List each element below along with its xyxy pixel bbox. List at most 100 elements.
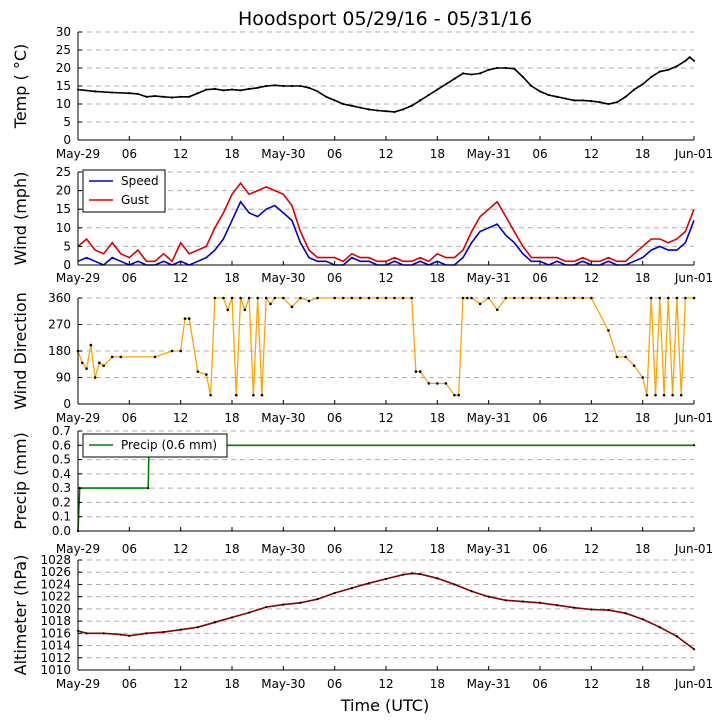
data-point — [256, 86, 259, 89]
data-point — [573, 99, 576, 102]
x-tick-label: 06 — [122, 271, 137, 285]
x-tick-label: 12 — [378, 677, 393, 691]
data-point — [461, 72, 465, 75]
direction-point — [269, 302, 272, 306]
direction-point — [110, 355, 114, 359]
direction-point — [213, 296, 217, 300]
direction-point — [350, 296, 354, 300]
y-tick-label: 10 — [56, 97, 71, 111]
direction-point — [547, 296, 550, 300]
direction-point — [607, 329, 610, 332]
x-tick-label: May-30 — [261, 542, 305, 556]
direction-point — [478, 302, 482, 306]
y-tick-label: 0.3 — [52, 481, 71, 495]
direction-point — [222, 296, 225, 300]
direction-point — [333, 296, 336, 300]
wind-speed-panel: 0 5 10 15 20 25 May-29 06 12 18 May-30 06 12 18 May-31… — [11, 165, 713, 285]
y-tick-label: 0.7 — [52, 424, 71, 438]
y-tick-label: 1014 — [40, 639, 71, 653]
x-tick-label: 06 — [122, 411, 137, 425]
x-tick-label: May-29 — [56, 411, 100, 425]
x-tick-label: 18 — [635, 542, 650, 556]
data-point — [419, 572, 422, 576]
data-point — [692, 59, 696, 62]
data-point — [248, 87, 251, 90]
data-point — [470, 73, 473, 76]
y-tick-label: 1018 — [40, 614, 71, 628]
data-point — [598, 101, 601, 104]
data-point — [350, 587, 353, 590]
data-point — [470, 590, 473, 593]
x-tick-label: 18 — [430, 411, 445, 425]
direction-point — [367, 296, 371, 300]
direction-point — [427, 382, 431, 385]
y-tick-label: 1012 — [40, 651, 71, 665]
direction-point — [119, 355, 123, 359]
x-tick-label: 12 — [584, 411, 599, 425]
x-tick-label: May-30 — [261, 147, 305, 161]
y-tick-label: 0 — [63, 133, 71, 147]
precip-panel: 0.00.10.20.30.40.50.60.7 May-29 06 12 18 May-… — [11, 424, 713, 556]
x-tick-label: 06 — [532, 542, 547, 556]
direction-point — [418, 370, 422, 373]
direction-point — [667, 296, 670, 300]
direction-point — [153, 355, 157, 359]
y-tick-label: 0.5 — [52, 453, 71, 467]
data-point — [230, 616, 234, 619]
direction-axis-label: Wind Direction — [11, 292, 30, 410]
x-tick-label: 12 — [173, 147, 188, 161]
data-point — [333, 591, 336, 595]
data-point — [667, 68, 670, 71]
data-point — [615, 101, 619, 104]
data-point — [316, 598, 319, 601]
data-point — [675, 65, 678, 68]
direction-point — [196, 370, 200, 373]
data-point — [556, 95, 559, 98]
direction-point — [675, 296, 679, 300]
data-point — [145, 95, 148, 98]
direction-point — [662, 393, 666, 397]
y-tick-label: 5 — [63, 115, 71, 129]
data-point — [147, 487, 150, 490]
data-point — [162, 95, 165, 98]
data-point — [179, 95, 182, 98]
data-point — [692, 444, 696, 447]
data-point — [487, 68, 490, 71]
data-point — [350, 104, 353, 107]
data-point — [453, 77, 456, 80]
legend-label: Precip (0.6 mm) — [121, 438, 217, 452]
data-point — [213, 87, 216, 90]
direction-point — [264, 296, 268, 300]
direction-point — [226, 308, 230, 312]
y-tick-label: 270 — [48, 318, 71, 332]
direction-point — [410, 296, 413, 300]
data-point — [658, 626, 661, 629]
direction-point — [632, 364, 636, 368]
direction-point — [80, 361, 84, 365]
data-point — [196, 626, 199, 629]
x-tick-label: 06 — [532, 271, 547, 285]
data-point — [607, 102, 610, 106]
temp-panel: 0 5 10 15 20 25 30 May-29 06 12 18 May-30 06 12 18 May-… — [11, 25, 713, 161]
data-point — [145, 632, 148, 635]
data-point — [402, 108, 405, 111]
x-tick-label: 18 — [430, 542, 445, 556]
y-tick-label: 1016 — [40, 626, 71, 640]
direction-point — [307, 299, 311, 303]
x-tick-label: 18 — [430, 271, 445, 285]
direction-point — [234, 393, 238, 397]
data-point — [496, 66, 499, 70]
data-point — [402, 573, 405, 576]
data-point — [641, 618, 644, 621]
speed-line — [77, 200, 695, 266]
y-tick-label: 180 — [48, 344, 71, 358]
data-point — [196, 92, 199, 95]
legend-box — [82, 169, 166, 213]
x-tick-label: 18 — [224, 542, 239, 556]
x-tick-label: 06 — [122, 677, 137, 691]
direction-point — [187, 317, 191, 320]
direction-point — [359, 296, 362, 300]
data-point — [128, 92, 131, 95]
y-tick-label: 0.1 — [52, 510, 71, 524]
data-point — [444, 83, 447, 86]
